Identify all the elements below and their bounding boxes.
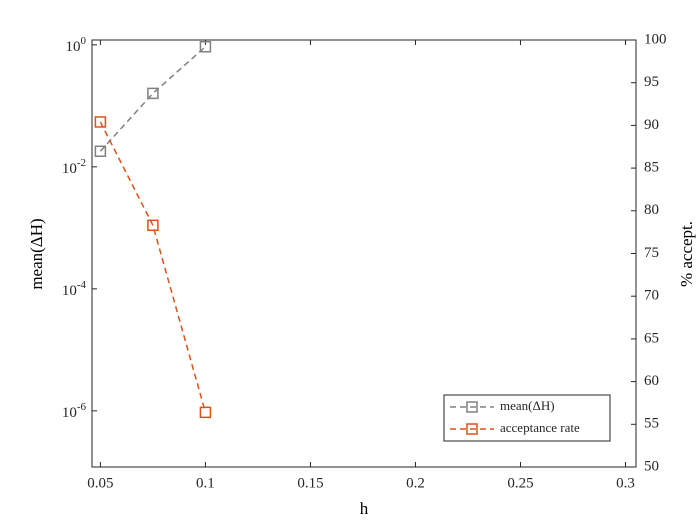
legend: mean(ΔH) acceptance rate (443, 394, 611, 442)
y-tick-label: 10-4 (62, 278, 87, 299)
series-line (99, 121, 207, 413)
y2-tick-label: 90 (644, 117, 659, 133)
marker (199, 41, 212, 53)
marker (147, 219, 159, 232)
y2-tick-label: 60 (644, 373, 659, 389)
marker (199, 406, 212, 419)
x-tick-label: 0.3 (616, 475, 635, 491)
x-tick-label: 0.15 (297, 475, 323, 491)
legend-label: mean(ΔH) (500, 398, 555, 413)
y-tick-label: 100 (66, 34, 87, 55)
series-line (99, 46, 206, 152)
y2-tick-label: 70 (644, 288, 659, 304)
y2-tick-label: 85 (644, 160, 659, 176)
y-tick-label: 10-2 (62, 156, 86, 177)
marker (94, 145, 107, 158)
marker (94, 116, 107, 128)
legend-label: acceptance rate (500, 420, 580, 435)
x-tick-label: 0.05 (87, 475, 113, 491)
x-tick-label: 0.25 (507, 475, 533, 491)
x-axis-title: h (360, 499, 369, 518)
marker (147, 87, 159, 100)
x-tick-label: 0.1 (196, 475, 215, 491)
y2-tick-label: 75 (644, 245, 659, 261)
y2-tick-label: 65 (644, 330, 659, 346)
y2-tick-label: 95 (644, 74, 659, 90)
legend-marker (466, 401, 478, 413)
y-tick-label: 10-6 (62, 400, 87, 421)
y2-tick-label: 55 (644, 416, 659, 432)
y2-tick-label: 50 (644, 458, 659, 474)
y2-tick-label: 80 (644, 202, 659, 218)
y2-tick-label: 100 (644, 31, 667, 47)
legend-marker (466, 423, 478, 435)
y2-axis-title: % accept. (677, 221, 696, 287)
y-axis-title: mean(ΔH) (27, 218, 46, 289)
x-tick-label: 0.2 (406, 475, 425, 491)
